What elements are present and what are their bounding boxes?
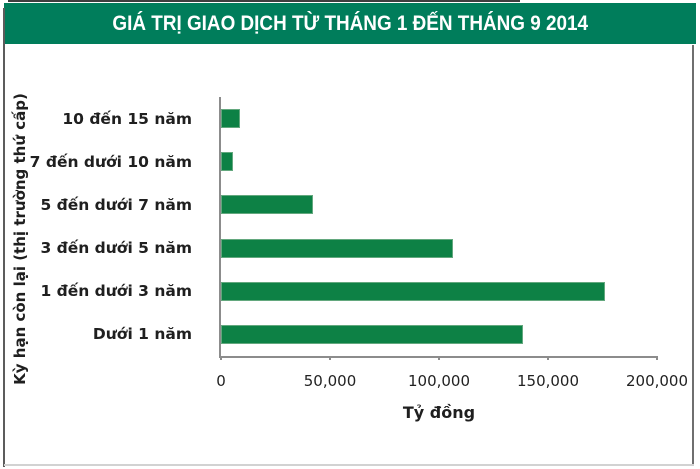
x-tick-label: 0: [216, 372, 226, 390]
figure-top-border: [8, 0, 520, 2]
x-tick-label: 200,000: [625, 372, 689, 390]
bar: [221, 281, 605, 301]
plot-area: [219, 97, 658, 360]
bar: [221, 195, 313, 215]
category-label: 5 đến dưới 7 năm: [40, 195, 192, 214]
bar: [221, 109, 240, 129]
x-tick-mark: [220, 356, 222, 360]
category-label: 10 đến 15 năm: [62, 109, 192, 128]
bar: [221, 238, 454, 258]
category-label: Dưới 1 năm: [92, 325, 192, 344]
x-tick-mark: [656, 356, 658, 360]
x-tick-label: 50,000: [303, 372, 357, 390]
figure-left-border: [3, 8, 5, 467]
category-label: 1 đến dưới 3 năm: [40, 282, 192, 301]
x-tick-mark: [438, 356, 440, 360]
category-label: 3 đến dưới 5 năm: [40, 239, 192, 258]
x-tick-mark: [329, 356, 331, 360]
figure-bottom-border: [4, 464, 694, 466]
x-tick-label: 100,000: [407, 372, 471, 390]
chart-title: GIÁ TRỊ GIAO DỊCH TỪ THÁNG 1 ĐẾN THÁNG 9…: [112, 11, 588, 35]
bar: [221, 152, 234, 172]
figure-right-border: [692, 45, 694, 466]
category-label: 7 đến dưới 10 năm: [29, 152, 192, 171]
x-axis-title: Tỷ đồng: [402, 403, 476, 422]
chart-title-bar: GIÁ TRỊ GIAO DỊCH TỪ THÁNG 1 ĐẾN THÁNG 9…: [4, 3, 696, 44]
x-tick-label: 150,000: [516, 372, 580, 390]
x-tick-mark: [547, 356, 549, 360]
bar: [221, 324, 523, 344]
